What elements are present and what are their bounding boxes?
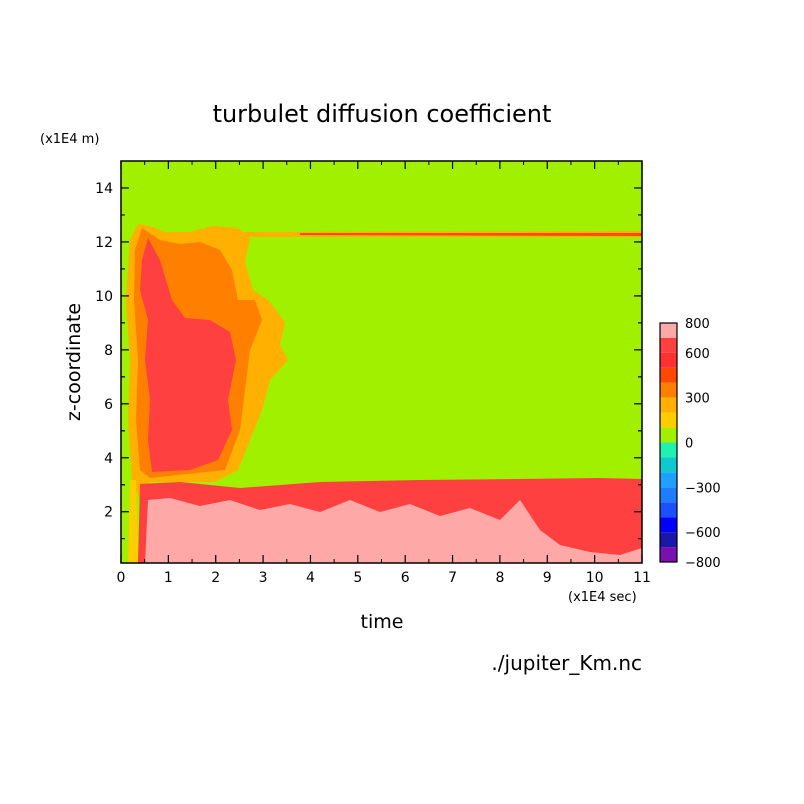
colorbar-swatch <box>660 337 677 353</box>
colorbar-swatch <box>660 532 677 548</box>
x-tick-label: 1 <box>164 570 173 586</box>
y-tick-label: 4 <box>104 451 113 467</box>
colorbar-tick-label: 300 <box>685 392 710 407</box>
x-tick-label: 6 <box>401 570 410 586</box>
colorbar-swatch <box>660 352 677 368</box>
y-unit-label: (x1E4 m) <box>40 132 99 147</box>
surface-layer-region <box>145 498 642 563</box>
left-edge-band <box>128 480 138 563</box>
colorbar-swatch <box>660 547 677 562</box>
x-tick-label: 0 <box>117 570 126 586</box>
y-tick-label: 10 <box>95 289 113 305</box>
x-tick-label: 7 <box>448 570 457 586</box>
colorbar <box>659 322 678 563</box>
y-tick-label: 2 <box>104 505 113 521</box>
colorbar-tick-label: 800 <box>685 317 710 332</box>
x-tick-label: 10 <box>586 570 604 586</box>
colorbar-swatch <box>660 397 677 413</box>
x-tick-label: 11 <box>633 570 651 586</box>
colorbar-swatch <box>660 502 677 518</box>
colorbar-swatch <box>660 457 677 473</box>
x-tick-label: 4 <box>306 570 315 586</box>
colorbar-swatch <box>660 442 677 458</box>
y-tick-label: 8 <box>104 343 113 359</box>
colorbar-swatch <box>660 517 677 533</box>
x-tick-label: 5 <box>353 570 362 586</box>
colorbar-tick-label: −600 <box>685 526 721 541</box>
colorbar-ticks: 800 600 300 0 −300 −600 −800 <box>685 317 721 571</box>
x-ticks: 0 1 2 3 4 5 6 7 8 9 10 11 <box>117 161 651 586</box>
upper-layer-core <box>300 233 642 236</box>
chart-title: turbulet diffusion coefficient <box>213 100 552 128</box>
colorbar-swatch <box>660 472 677 488</box>
colorbar-swatch <box>660 367 677 383</box>
x-unit-label: (x1E4 sec) <box>568 590 637 605</box>
colorbar-frame <box>659 322 678 563</box>
x-axis-label: time <box>361 611 404 633</box>
plume-core-region <box>140 238 236 472</box>
colorbar-swatch <box>660 427 677 443</box>
y-tick-label: 12 <box>95 235 113 251</box>
colorbar-swatch <box>660 412 677 428</box>
y-ticks: 2 4 6 8 10 12 14 <box>95 181 642 540</box>
colorbar-swatch <box>660 323 677 338</box>
colorbar-swatch <box>660 487 677 503</box>
x-tick-label: 8 <box>495 570 504 586</box>
x-tick-label: 3 <box>259 570 268 586</box>
x-tick-label: 2 <box>211 570 220 586</box>
y-tick-label: 14 <box>95 181 113 197</box>
source-file-label: ./jupiter_Km.nc <box>491 651 642 675</box>
colorbar-swatch <box>660 382 677 398</box>
colorbar-tick-label: −300 <box>685 481 721 496</box>
y-axis-label: z-coordinate <box>63 303 85 421</box>
colorbar-tick-label: −800 <box>685 556 721 571</box>
colorbar-tick-label: 0 <box>685 437 693 452</box>
x-tick-label: 9 <box>543 570 552 586</box>
colorbar-tick-label: 600 <box>685 347 710 362</box>
y-tick-label: 6 <box>104 397 113 413</box>
